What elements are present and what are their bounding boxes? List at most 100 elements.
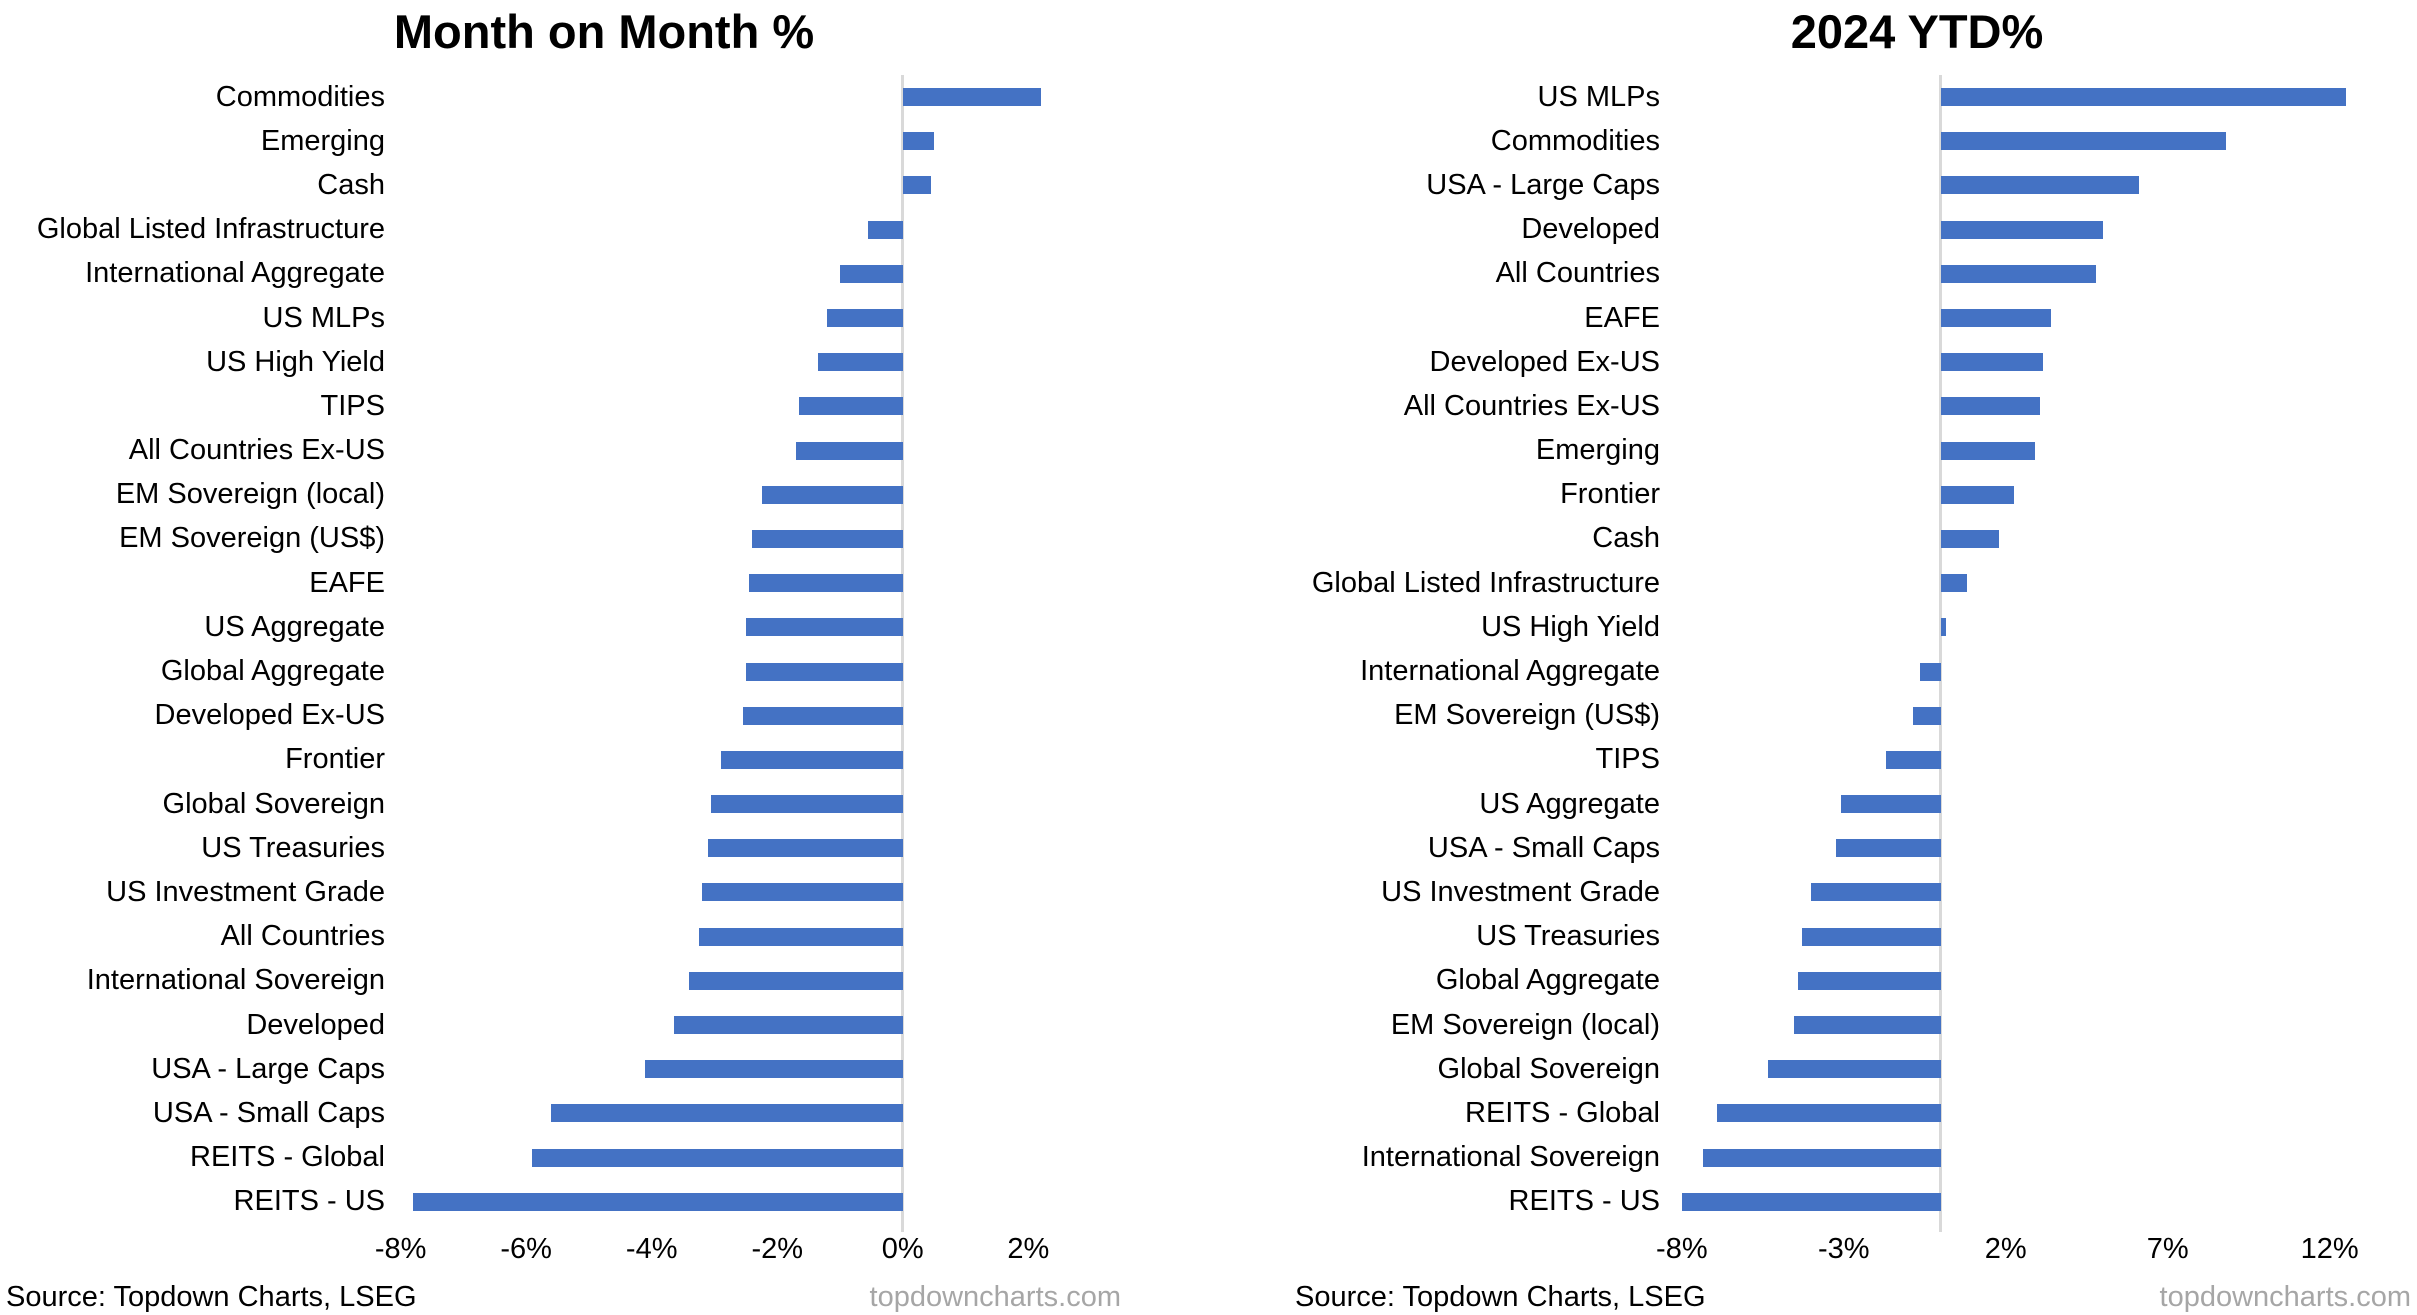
bar-row: USA - Large Caps [0,1047,1208,1091]
bar [1811,883,1941,902]
x-axis-tick-label: -4% [625,1233,678,1265]
x-axis-tick-label: -6% [500,1233,552,1265]
bar-row: Frontier [1209,473,2417,517]
category-label: All Countries [220,920,385,953]
category-label: International Sovereign [86,964,385,997]
bar-row: REITS - Global [1209,1091,2417,1135]
x-axis-tick-label: -8% [1656,1233,1708,1265]
bar [761,485,903,504]
bar [413,1192,903,1211]
bar-track [1665,649,2400,693]
category-label: US Aggregate [204,610,385,643]
bar-row: US Treasuries [1209,915,2417,959]
category-label: Global Listed Infrastructure [1311,566,1660,599]
bar-track [390,649,1140,693]
bar [1793,1016,1941,1035]
bar [1801,927,1941,946]
bar-track [390,429,1140,473]
bar-track [390,384,1140,428]
bar [745,662,903,681]
bar-row: International Sovereign [0,959,1208,1003]
bar-track [390,738,1140,782]
bar-track [1665,384,2400,428]
bar-row: Commodities [1209,119,2417,163]
bar-track [390,1003,1140,1047]
bar-track [390,517,1140,561]
bar-row: REITS - US [1209,1180,2417,1224]
category-label: Developed Ex-US [154,699,386,732]
bar-track [390,208,1140,252]
bar-row: Cash [1209,517,2417,561]
bar-row: US Investment Grade [0,870,1208,914]
bar-row: Emerging [0,119,1208,163]
category-label: Global Listed Infrastructure [36,213,385,246]
mom-chart-panel: Month on Month % Commodities Emerging Cash… [0,0,1208,1315]
bar [1940,529,2000,548]
x-axis-tick-label: 7% [2146,1233,2189,1265]
category-label: US MLPs [1537,80,1660,113]
bar-row: All Countries Ex-US [1209,384,2417,428]
bar-track [1665,163,2400,207]
bar [742,706,903,725]
bar-track [390,1091,1140,1135]
bar-track [390,870,1140,914]
category-label: Developed [246,1008,385,1041]
bar-row: Global Listed Infrastructure [0,208,1208,252]
bar [1940,220,2103,239]
mom-plot-area: Commodities Emerging Cash Global Listed Inf… [0,75,1208,1232]
bar-track [1665,826,2400,870]
bar-track [390,915,1140,959]
bar [1940,441,2035,460]
category-label: Cash [317,168,385,201]
bar-row: International Aggregate [1209,649,2417,693]
bar [1940,574,1967,593]
bar-track [390,561,1140,605]
bar [748,574,903,593]
bar [1913,706,1941,725]
bar-row: US Treasuries [0,826,1208,870]
bar-track [1665,738,2400,782]
bar [902,132,935,151]
bar-track [390,1047,1140,1091]
bar-row: All Countries [0,915,1208,959]
category-label: US Aggregate [1479,787,1660,820]
bar-track [1665,517,2400,561]
bar-row: International Aggregate [0,252,1208,296]
bar-track [1665,473,2400,517]
bar [868,220,903,239]
bar [745,618,903,637]
mom-x-axis: -8% -6% -4% -2% 0% 2% [375,1233,1140,1269]
bar [1940,132,2227,151]
category-label: Global Sovereign [1437,1052,1660,1085]
category-label: REITS - US [233,1185,385,1218]
bar [1767,1060,1941,1079]
bar [1717,1104,1941,1123]
bar-row: USA - Small Caps [0,1091,1208,1135]
bar [1702,1148,1941,1167]
bar-row: US MLPs [1209,75,2417,119]
category-label: REITS - Global [190,1141,385,1174]
bar-row: USA - Large Caps [1209,163,2417,207]
bar-row: All Countries [1209,252,2417,296]
bar [1940,88,2346,107]
bar-row: Developed [0,1003,1208,1047]
bar [1940,309,2052,328]
bar [902,88,1041,107]
bar [698,927,903,946]
bar-row: US Aggregate [1209,782,2417,826]
source-text: Source: Topdown Charts, LSEG [1295,1281,1706,1313]
bar-row: USA - Small Caps [1209,826,2417,870]
category-label: EAFE [309,566,385,599]
bar-row: Emerging [1209,429,2417,473]
bar [818,353,903,372]
bar [711,795,903,814]
bar-track [390,605,1140,649]
bar-row: Global Aggregate [1209,959,2417,1003]
bar-track [1665,252,2400,296]
bar-track [1665,429,2400,473]
bar-row: US Investment Grade [1209,870,2417,914]
bar [799,397,903,416]
bar-row: US Aggregate [0,605,1208,649]
category-label: All Countries Ex-US [1403,389,1660,422]
bar-track [390,959,1140,1003]
